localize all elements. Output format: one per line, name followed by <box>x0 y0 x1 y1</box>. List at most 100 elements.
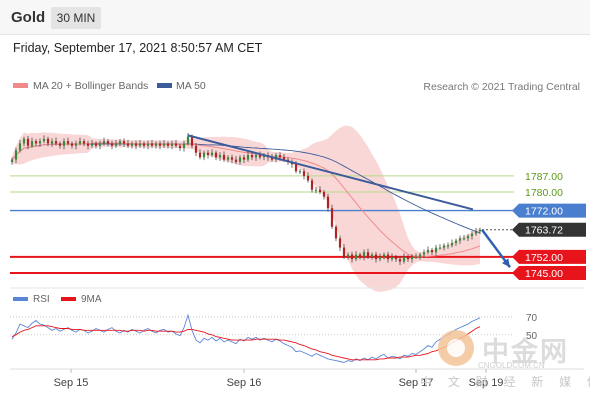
candle-body <box>170 143 174 146</box>
candle-body <box>478 229 482 232</box>
candle-body <box>194 145 198 153</box>
candle-body <box>386 254 390 260</box>
candle-body <box>322 192 326 197</box>
copyright: Research © 2021 Trading Central <box>423 81 580 93</box>
bollinger-area <box>12 125 480 292</box>
candle-body <box>154 143 158 146</box>
candle-body <box>218 155 222 158</box>
candle-body <box>338 238 342 248</box>
candle-body <box>166 143 170 146</box>
candle-body <box>334 226 338 239</box>
report-datetime: Friday, September 17, 2021 8:50:57 AM CE… <box>13 41 263 55</box>
candle-body <box>330 208 334 227</box>
candle-body <box>210 152 214 156</box>
candle-body <box>346 254 350 257</box>
level-label-1780.00: 1780.00 <box>525 187 563 199</box>
ma50-legend-label: MA 50 <box>176 80 206 92</box>
rsi-level-label-50: 50 <box>526 331 538 342</box>
candle-body <box>130 143 134 146</box>
rsi-ma-legend-label: 9MA <box>81 294 102 305</box>
candle-body <box>418 254 422 257</box>
level-tag-1763.72 <box>512 222 586 237</box>
candle-body <box>394 256 398 260</box>
candle-body <box>406 256 410 260</box>
candle-body <box>94 143 98 146</box>
rsi-ma-legend-swatch <box>61 297 76 301</box>
level-tag-1772.00 <box>512 203 586 218</box>
candle-body <box>454 240 458 243</box>
ma50-legend-swatch <box>157 83 172 88</box>
candle-body <box>214 152 218 158</box>
candle-body <box>310 180 314 190</box>
candle-body <box>402 256 406 262</box>
candle-body <box>438 247 442 249</box>
candle-body <box>34 141 38 144</box>
candle-body <box>46 138 50 144</box>
timeframe-button[interactable]: 30 MIN <box>51 7 101 29</box>
candle-body <box>474 231 478 234</box>
candle-body <box>262 155 266 158</box>
candle-body <box>22 138 26 144</box>
candle-body <box>58 143 62 146</box>
resistance-trendline <box>187 134 474 211</box>
candle-body <box>358 254 362 257</box>
candle-body <box>302 171 306 176</box>
candle-body <box>282 157 286 160</box>
level-tag-1752.00 <box>512 249 586 264</box>
candle-body <box>242 157 246 160</box>
candle-body <box>450 242 454 246</box>
candle-body <box>362 252 366 257</box>
candle-body <box>270 157 274 160</box>
candle-body <box>442 245 446 248</box>
candle-body <box>126 143 130 146</box>
candle-body <box>114 143 118 146</box>
candle-body <box>54 141 58 144</box>
candle-body <box>294 164 298 172</box>
candle-body <box>306 175 310 181</box>
candle-body <box>458 238 462 241</box>
candle-body <box>98 143 102 146</box>
top-bar: Gold 30 MIN <box>0 0 590 35</box>
candle-body <box>434 247 438 253</box>
candle-body <box>342 247 346 257</box>
candle-body <box>318 189 322 193</box>
moving-averages <box>11 142 481 258</box>
candle-body <box>66 141 70 144</box>
candle-body <box>78 141 82 144</box>
candle-body <box>410 256 414 260</box>
candle-body <box>70 143 74 146</box>
candle-body <box>430 249 434 253</box>
candle-body <box>378 256 382 260</box>
candle-body <box>118 141 122 144</box>
candle-body <box>422 252 426 255</box>
candle-body <box>462 238 466 240</box>
candle-body <box>38 141 42 144</box>
price-level-labels: 1787.00 1780.00 1772.00 1763.72 1752.00 1745.… <box>512 171 586 281</box>
ma20-line <box>11 142 481 258</box>
candle-body <box>470 233 474 237</box>
candle-body <box>354 254 358 260</box>
candle-body <box>182 143 186 149</box>
candle-body <box>122 141 126 144</box>
trendline <box>187 134 511 268</box>
level-label-1745.00: 1745.00 <box>525 268 563 280</box>
candle-body <box>198 152 202 158</box>
candle-body <box>382 254 386 257</box>
candle-body <box>42 138 46 142</box>
ma20-legend-label: MA 20 + Bollinger Bands <box>33 80 148 92</box>
rsi-legend-label: RSI <box>33 294 50 305</box>
candle-body <box>158 143 162 146</box>
candle-body <box>74 143 78 146</box>
candle-body <box>178 145 182 149</box>
candle-body <box>314 189 318 191</box>
forecast-arrow-head-icon <box>502 258 510 268</box>
candle-body <box>250 155 254 158</box>
candle-body <box>390 256 394 260</box>
candle-body <box>326 196 330 209</box>
rsi-legend-swatch <box>13 297 28 301</box>
rsi-panel: 70 50 <box>10 313 538 363</box>
candle-body <box>446 245 450 247</box>
candle-body <box>350 254 354 260</box>
x-tick-label: Sep 17 <box>399 377 434 389</box>
